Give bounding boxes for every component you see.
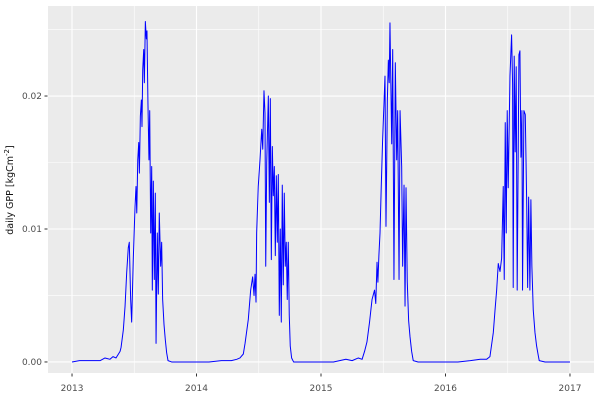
x-tick-label: 2014 [185,384,208,394]
y-tick-label: 0.01 [22,225,42,235]
x-tick-label: 2017 [559,384,582,394]
x-tick-label: 2013 [61,384,84,394]
y-tick-label: 0.02 [22,92,42,102]
x-tick-label: 2016 [434,384,457,394]
gpp-line [71,21,570,363]
x-tick-label: 2015 [310,384,333,394]
y-tick-label: 0.00 [22,358,42,368]
